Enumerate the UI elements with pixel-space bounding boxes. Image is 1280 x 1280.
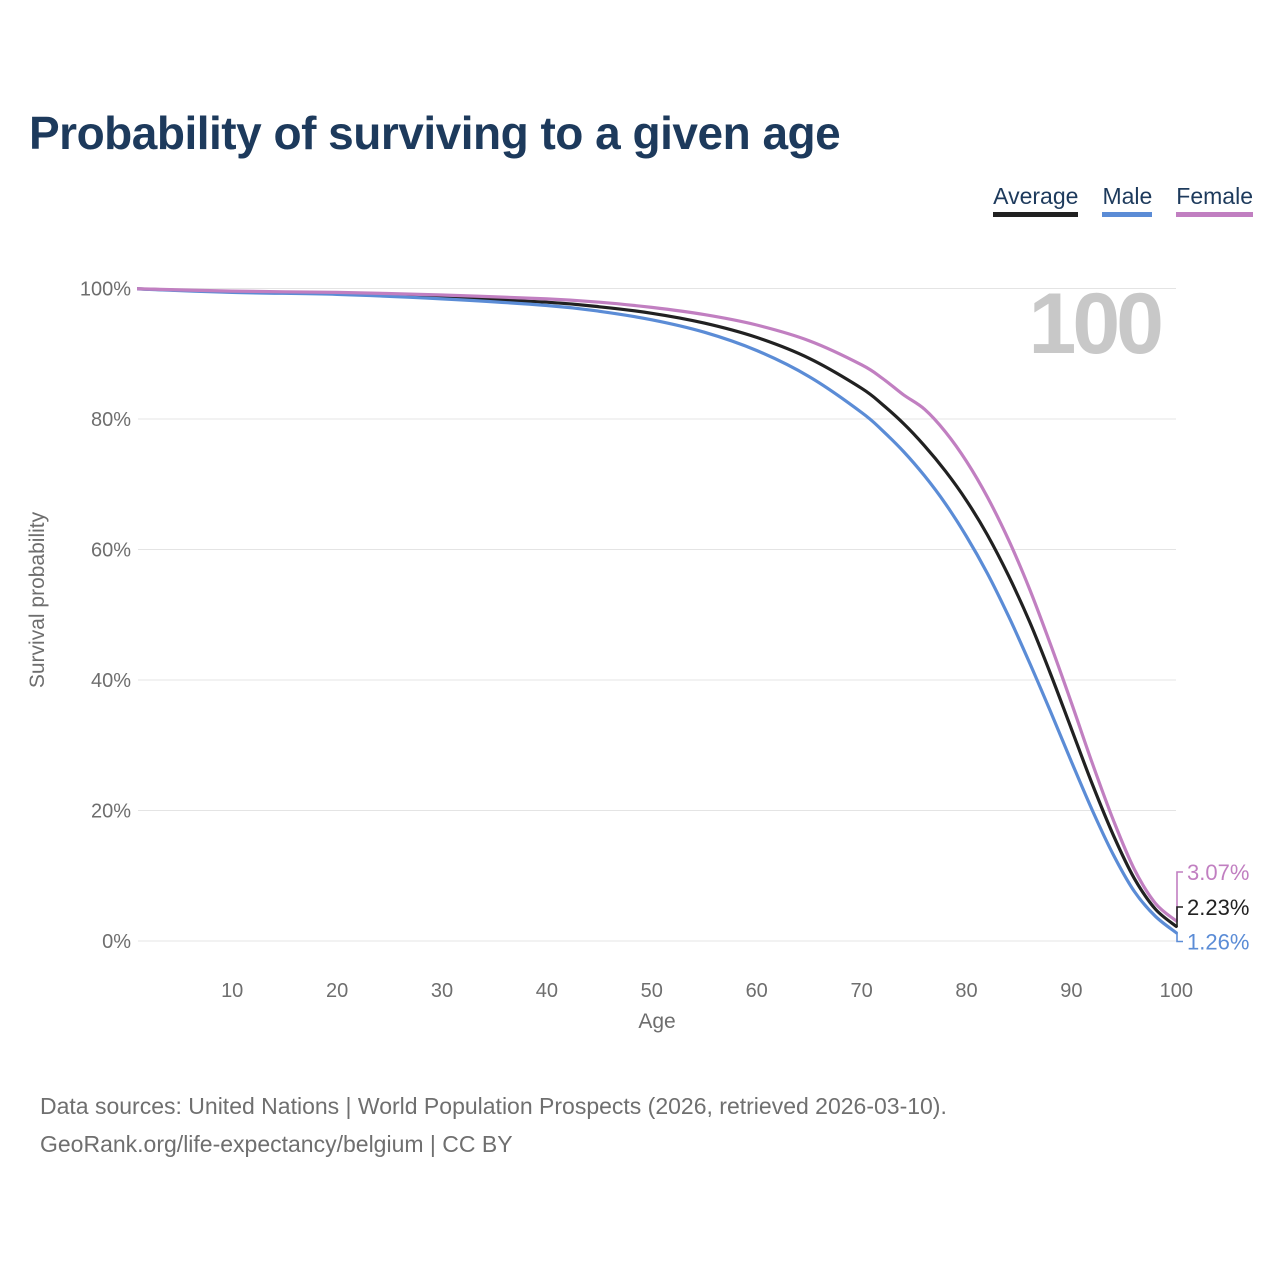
gridlines — [138, 288, 1176, 942]
end-label-connector-average — [1176, 906, 1183, 927]
y-tick-label-100: 100% — [80, 279, 131, 301]
x-tick-label-50: 50 — [641, 980, 663, 1002]
series-lines — [137, 287, 1178, 935]
end-label-connector-male — [1176, 932, 1183, 943]
x-tick-label-60: 60 — [746, 980, 768, 1002]
footer-attribution: GeoRank.org/life-expectancy/belgium | CC… — [40, 1131, 513, 1157]
y-tick-label-0: 0% — [102, 931, 131, 953]
end-label-connector-female — [1176, 871, 1183, 921]
legend-item-female[interactable]: Female — [1176, 183, 1253, 218]
series-line-average — [137, 287, 1178, 928]
end-label-female: 3.07% — [1187, 860, 1249, 885]
axis-and-end-labels: 100% 80% 60% 40% 20% 0% 10 20 30 40 50 60 70 80 90 100 3… — [80, 279, 1250, 1003]
y-axis-title: Survival probability — [26, 511, 49, 688]
series-line-female — [137, 287, 1178, 923]
end-label-male: 1.26% — [1187, 930, 1249, 955]
end-label-average: 2.23% — [1187, 895, 1249, 920]
legend-item-average[interactable]: Average — [993, 183, 1079, 218]
series-line-male — [137, 287, 1178, 935]
x-tick-label-40: 40 — [536, 980, 558, 1002]
y-tick-label-60: 60% — [91, 540, 131, 562]
y-tick-label-20: 20% — [91, 801, 131, 823]
x-tick-label-90: 90 — [1060, 980, 1082, 1002]
watermark-age-100: 100 — [1029, 276, 1162, 372]
x-axis-title: Age — [638, 1010, 675, 1033]
chart-title: Probability of surviving to a given age — [29, 107, 841, 159]
y-tick-label-80: 80% — [91, 409, 131, 431]
x-tick-label-70: 70 — [850, 980, 872, 1002]
x-tick-label-10: 10 — [221, 980, 243, 1002]
legend: Average Male Female — [993, 183, 1253, 218]
legend-item-male[interactable]: Male — [1102, 183, 1153, 218]
footer: Data sources: United Nations | World Pop… — [40, 1087, 1240, 1163]
x-tick-label-80: 80 — [955, 980, 977, 1002]
footer-data-sources: Data sources: United Nations | World Pop… — [40, 1093, 947, 1119]
x-tick-label-100: 100 — [1160, 980, 1193, 1002]
x-tick-label-30: 30 — [431, 980, 453, 1002]
y-tick-label-40: 40% — [91, 670, 131, 692]
x-tick-label-20: 20 — [326, 980, 348, 1002]
